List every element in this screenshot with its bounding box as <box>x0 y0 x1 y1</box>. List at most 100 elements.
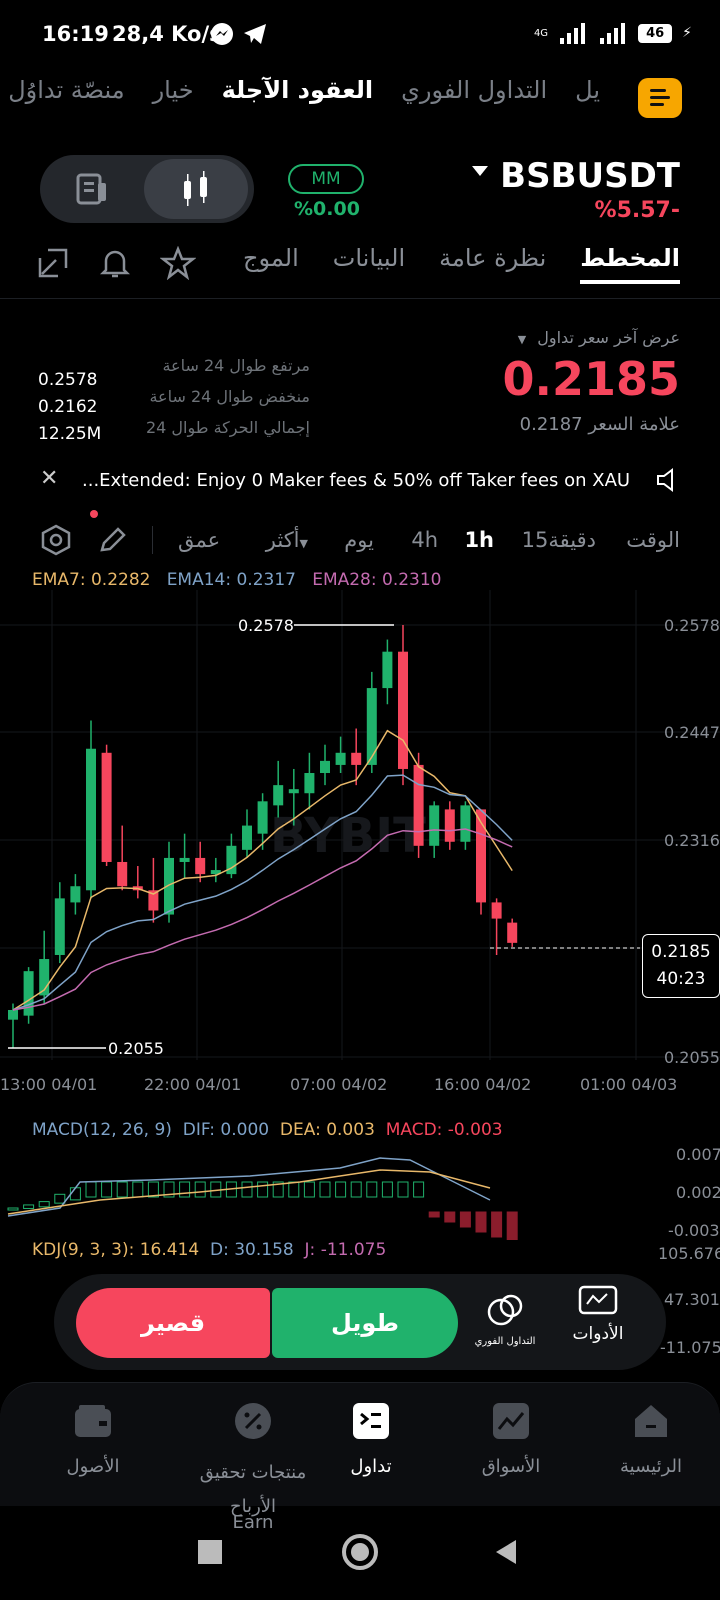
recents-icon[interactable] <box>198 1540 222 1564</box>
top-tab-0[interactable]: يل <box>575 76 600 104</box>
current-price-label: 0.2185 <box>651 942 711 962</box>
top-tab-spot[interactable]: التداول الفوري <box>401 76 548 104</box>
y-tick-1: 0.2447 <box>664 723 720 742</box>
divider <box>0 298 720 299</box>
low-marker: 0.2055 <box>108 1039 164 1058</box>
candle <box>351 752 362 765</box>
stat-low-value: 0.2162 <box>38 397 98 417</box>
tf-4h[interactable]: 4h <box>411 528 438 552</box>
caret-down-icon: ▼ <box>299 537 308 550</box>
price-change: %5.57- <box>594 198 680 223</box>
tf-more[interactable]: أكثر▼ <box>266 528 308 552</box>
notification-dot <box>90 510 98 518</box>
symbol-dropdown-icon[interactable] <box>472 166 488 176</box>
top-tab-platform[interactable]: منصّة تداوُل الا <box>0 76 125 104</box>
candle <box>444 809 455 842</box>
countdown-label: 40:23 <box>656 969 706 989</box>
mm-value: %0.00 <box>294 198 360 220</box>
menu-icon[interactable] <box>638 78 682 118</box>
macd-bar <box>69 1187 81 1201</box>
macd-bar <box>444 1211 456 1223</box>
symbol-title[interactable]: BSBUSDT <box>500 156 680 196</box>
tf-day[interactable]: يوم <box>344 528 374 552</box>
tf-1h[interactable]: 1h <box>464 528 494 552</box>
draw-pencil-icon[interactable] <box>96 524 130 558</box>
close-icon[interactable]: ✕ <box>40 466 59 491</box>
tf-15m[interactable]: 15دقيقة <box>521 528 596 552</box>
ema7-line <box>12 729 513 1011</box>
macd-axis-2: -0.003 <box>668 1221 720 1240</box>
last-price-label: عرض آخر سعر تداول <box>537 328 680 347</box>
settings-hex-icon[interactable] <box>40 524 72 556</box>
candle <box>507 922 518 943</box>
kdj-title: KDJ(9, 3, 3): 16.414 <box>32 1240 200 1260</box>
status-speed: 28,4 Ko/s <box>112 22 222 46</box>
candle <box>86 748 96 891</box>
back-icon[interactable] <box>492 1538 518 1566</box>
nav-home[interactable]: الرئيسية <box>586 1401 716 1477</box>
document-view-icon[interactable] <box>76 173 108 209</box>
home-circle-icon[interactable] <box>342 1534 378 1570</box>
nav-markets[interactable]: الأسواق <box>446 1401 576 1477</box>
high-marker: 0.2578 <box>238 616 294 635</box>
candle <box>242 825 252 850</box>
tools-icon <box>578 1285 618 1315</box>
y-tick-4: 0.2055 <box>664 1048 720 1067</box>
last-price-toggle[interactable]: عرض آخر سعر تداول ▼ <box>518 328 680 347</box>
nav-trade-label: تداول <box>350 1456 392 1477</box>
macd-dif: DIF: 0.000 <box>182 1120 270 1140</box>
candle <box>429 805 440 846</box>
share-icon[interactable] <box>36 246 70 280</box>
depth-tab[interactable]: عمق <box>178 528 221 552</box>
short-button[interactable]: قصير <box>76 1288 270 1358</box>
macd-bar <box>459 1211 471 1228</box>
nav-trade[interactable]: تداول <box>306 1401 436 1477</box>
candle <box>398 651 408 769</box>
spot-trade-icon <box>487 1294 523 1326</box>
macd-bar <box>163 1181 175 1198</box>
macd-bar <box>85 1181 97 1198</box>
stat-high-label: مرتفع طوال 24 ساعة <box>162 356 310 375</box>
macd-bars <box>7 1181 518 1240</box>
nav-earn[interactable]: منتجات تحقيق الأرباح Earn <box>178 1401 328 1533</box>
messenger-icon <box>210 22 234 50</box>
mm-badge: MM <box>288 164 364 194</box>
chart-toolbar: الوقت 15دقيقة 1h 4h يوم أكثر▼ عمق <box>0 510 720 564</box>
tf-time[interactable]: الوقت <box>626 528 680 552</box>
candle <box>164 857 174 915</box>
tab-data[interactable]: البيانات <box>332 244 406 272</box>
signal-icon <box>560 23 586 44</box>
kdj-legend: KDJ(9, 3, 3): 16.414 D: 30.158 J: -11.07… <box>32 1240 386 1260</box>
status-icons: 4G 46 ⚡ <box>534 22 692 44</box>
candle-view-segment[interactable] <box>144 159 248 219</box>
macd-bar <box>350 1181 362 1198</box>
spot-trade-button[interactable]: التداول الفوري <box>470 1290 540 1347</box>
mark-price: علامة السعر 0.2187 <box>519 414 680 435</box>
price-chart[interactable]: BYBIT 0.2578 0.2055 0.2578 0.2447 0.2316… <box>0 590 720 1090</box>
tab-wave[interactable]: الموج <box>243 244 299 272</box>
long-button[interactable]: طويل <box>272 1288 458 1358</box>
macd-bar <box>132 1181 144 1198</box>
stat-volume-value: 12.25M <box>38 424 102 444</box>
nav-assets[interactable]: الأصول <box>28 1401 158 1477</box>
nav-home-label: الرئيسية <box>620 1456 682 1477</box>
stat-volume-label: إجمالي الحركة طوال 24 <box>145 418 310 437</box>
system-nav <box>0 1510 720 1600</box>
network-label: 4G <box>533 27 549 39</box>
view-toggle[interactable] <box>40 155 254 223</box>
bottom-nav: الرئيسية الأسواق تداول منتجات تحقيق الأر… <box>0 1382 720 1533</box>
current-price-box: 0.2185 40:23 <box>642 934 720 998</box>
candle <box>70 886 81 903</box>
macd-bar <box>7 1207 19 1211</box>
top-tab-futures[interactable]: العقود الآجلة <box>221 76 374 104</box>
top-tab-options[interactable]: خيار <box>152 76 194 104</box>
bell-icon[interactable] <box>98 246 132 280</box>
star-icon[interactable] <box>160 246 196 280</box>
macd-bar <box>272 1181 284 1198</box>
promo-banner[interactable]: ✕ ...Extended: Enjoy 0 Maker fees & 50% … <box>0 456 720 506</box>
nav-earn-label: منتجات تحقيق الأرباح <box>199 1462 307 1517</box>
tab-overview[interactable]: نظرة عامة <box>439 244 547 272</box>
candle <box>23 971 34 1016</box>
tab-chart[interactable]: المخطط <box>580 244 680 284</box>
tools-button[interactable]: الأدوات <box>564 1284 632 1344</box>
